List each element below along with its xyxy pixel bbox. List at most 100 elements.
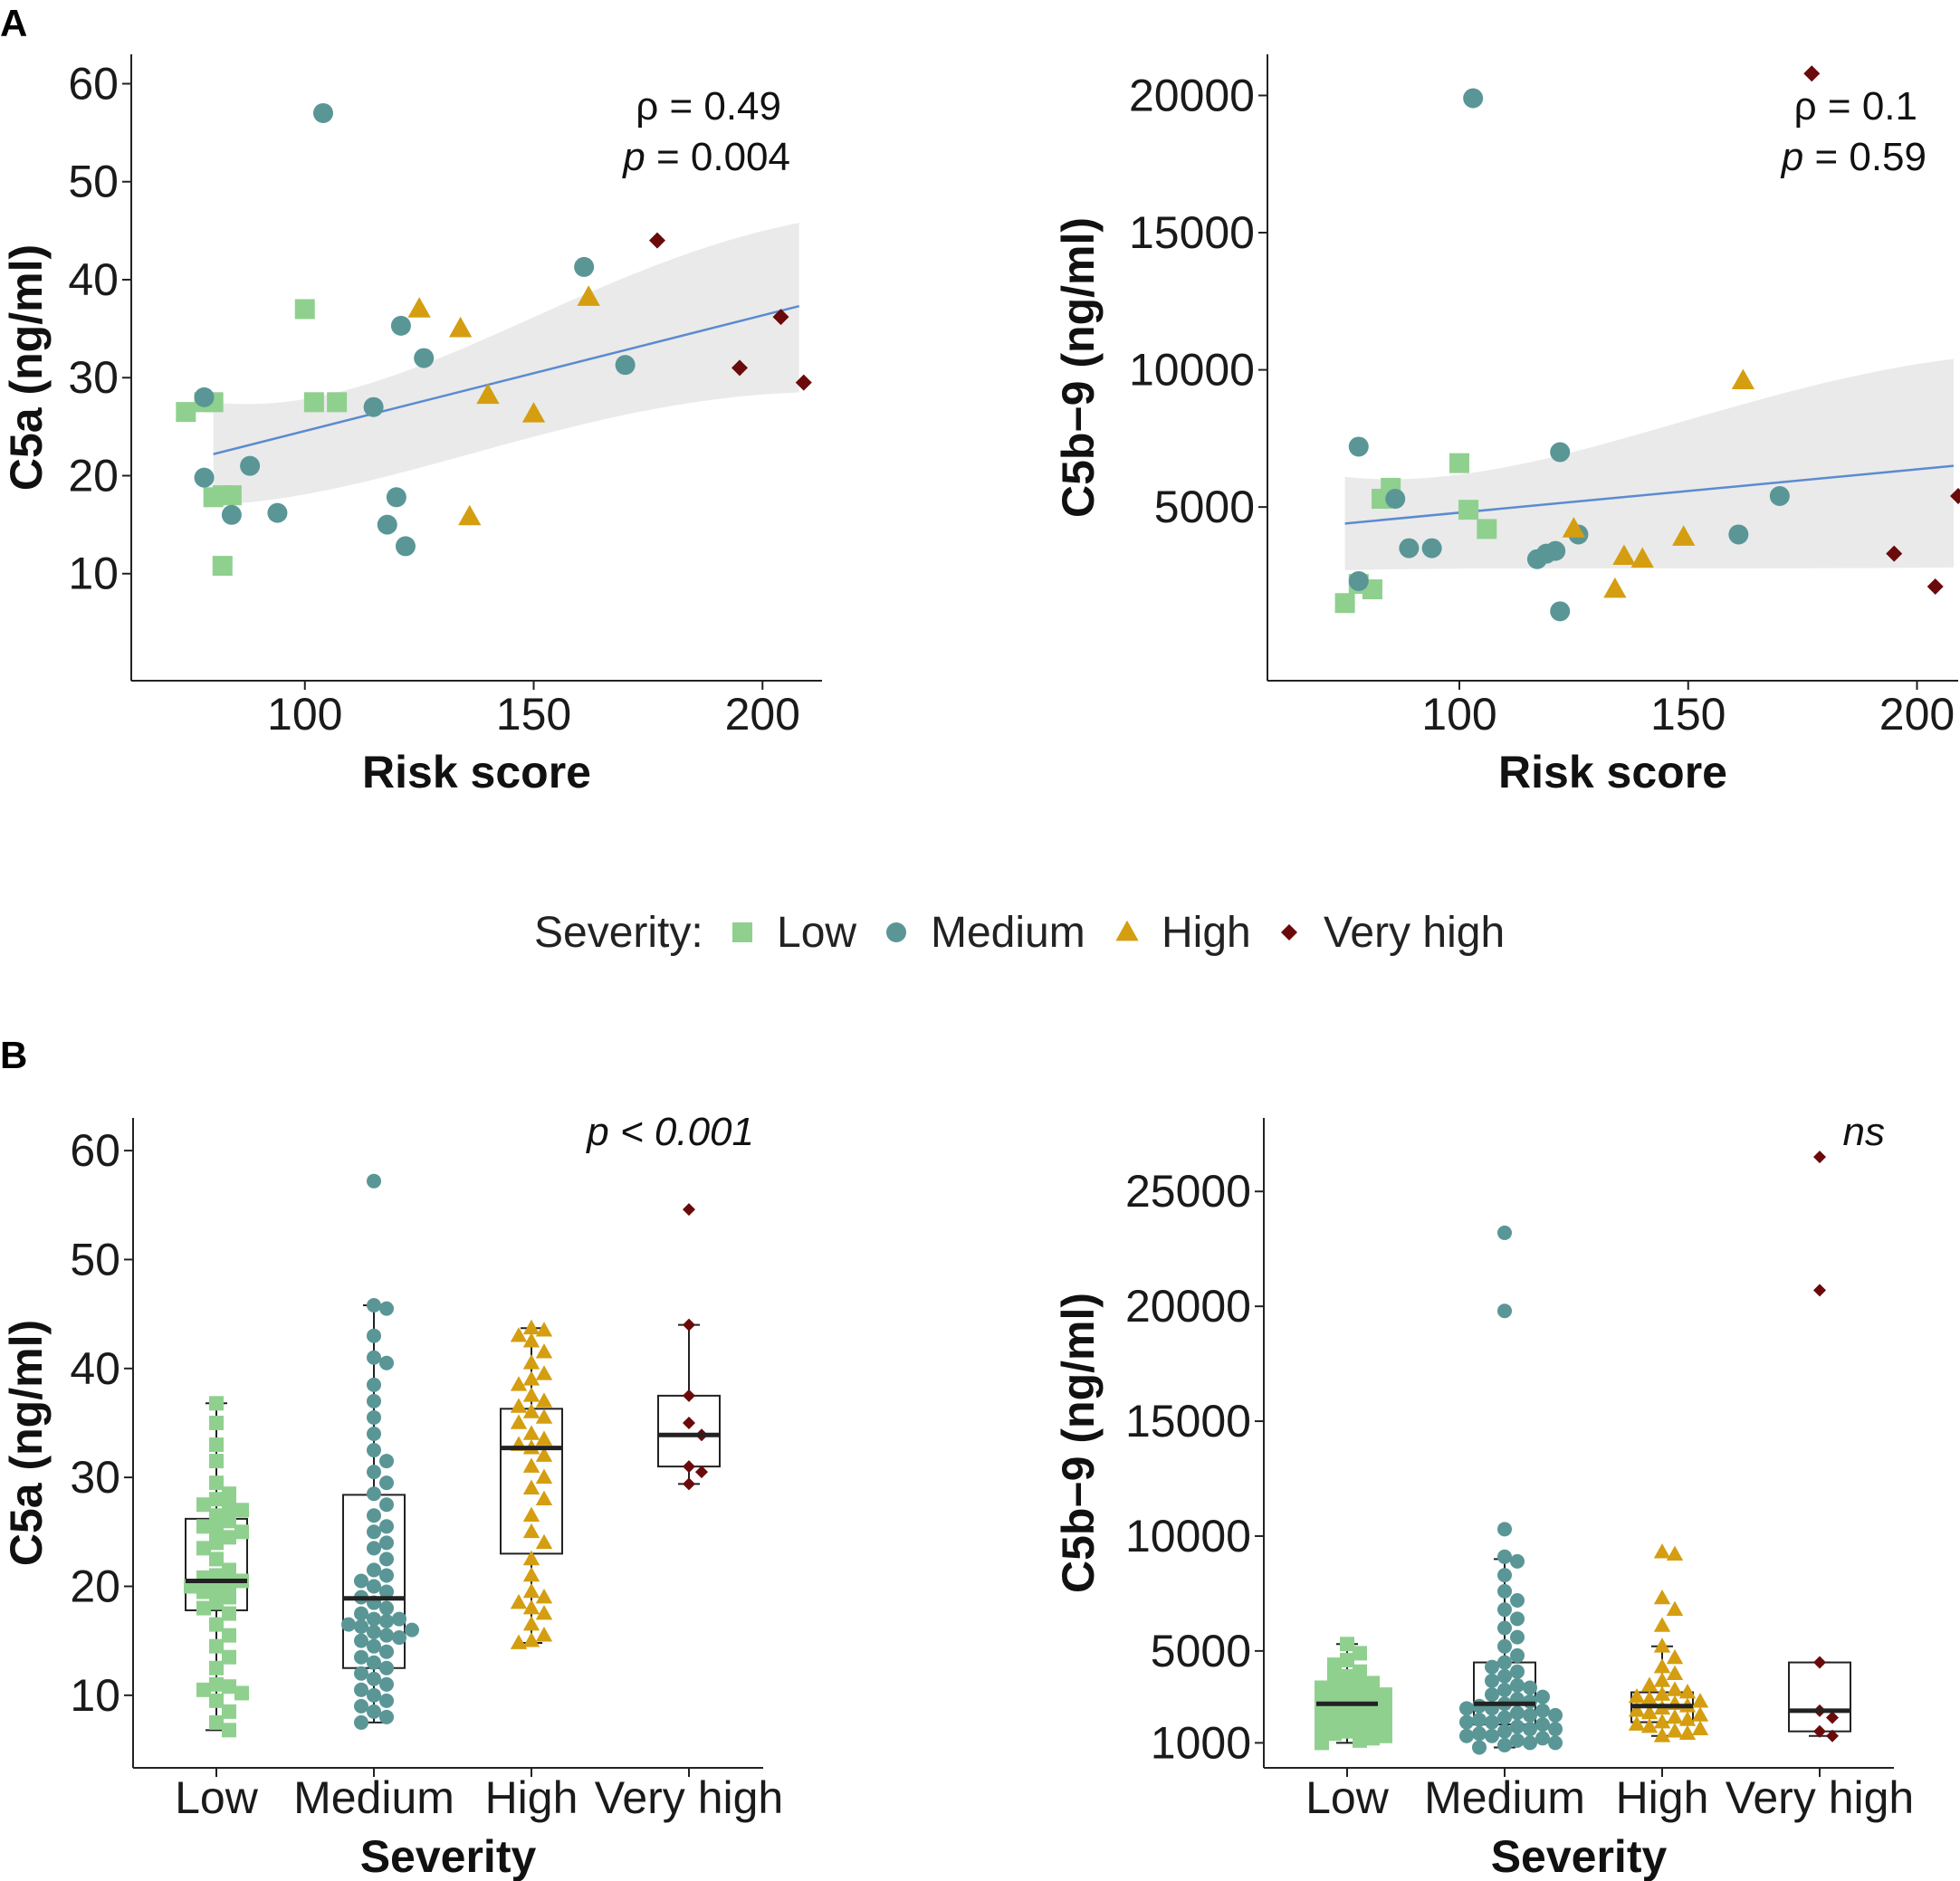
B1-very-high-point: [683, 1477, 695, 1491]
B1-medium-point: [367, 1541, 381, 1556]
B2-high-point: [1653, 1589, 1671, 1605]
B1-medium-point: [379, 1301, 394, 1316]
B1-low-point: [209, 1522, 224, 1537]
B2-medium-point: [1548, 1707, 1563, 1723]
B1-ytick-label: 20: [70, 1561, 120, 1611]
severity-legend: Severity: Low Medium High Very high: [534, 909, 1505, 957]
B2-low-point: [1327, 1713, 1342, 1728]
A1-xtick-label: 100: [267, 689, 342, 740]
B2-medium-point: [1497, 1723, 1512, 1739]
B1-high-point: [535, 1430, 553, 1446]
B2-very-high-point: [1813, 1151, 1826, 1164]
B1-high-point: [535, 1588, 553, 1604]
B1-low-point: [222, 1486, 236, 1502]
B1-medium-point: [367, 1508, 381, 1523]
B2-high-point: [1666, 1600, 1684, 1616]
B2-high-point: [1666, 1681, 1684, 1696]
chart-a2-c5b9-vs-risk: C5b−9 (ng/ml) Risk score 5000 10000 15000 200…: [1053, 54, 1960, 797]
B2-low-point: [1365, 1731, 1380, 1746]
B2-medium-point: [1510, 1593, 1525, 1609]
B1-medium-point: [379, 1454, 394, 1469]
B1-medium-point: [367, 1638, 381, 1654]
B1-high-point: [522, 1319, 540, 1335]
B1-low-point: [222, 1513, 236, 1529]
legend-title: Severity:: [534, 909, 703, 957]
B1-ytick-label: 40: [70, 1343, 120, 1394]
B1-medium-point: [354, 1714, 368, 1730]
B1-medium-point: [367, 1377, 381, 1392]
B1-medium-point: [379, 1644, 394, 1659]
B2-medium-point: [1497, 1303, 1512, 1319]
B2-medium-point: [1548, 1722, 1563, 1737]
B1-low-point: [209, 1660, 224, 1676]
A2-fit-line: [1344, 464, 1955, 525]
B1-medium-point: [392, 1611, 406, 1627]
B1-medium-point: [379, 1568, 394, 1583]
B1-low-point: [209, 1676, 224, 1692]
B2-medium-point: [1497, 1583, 1512, 1599]
B1-significance-annotation: p < 0.001: [585, 1110, 754, 1154]
B2-medium-point: [1497, 1668, 1512, 1684]
B2-low-point: [1378, 1728, 1392, 1743]
B2-low-point: [1353, 1664, 1367, 1679]
B1-high-point: [522, 1425, 540, 1440]
B1-low-point: [209, 1714, 224, 1730]
B2-very-high-point: [1826, 1729, 1839, 1743]
B1-low-point: [222, 1606, 236, 1621]
B2-medium-point: [1510, 1677, 1525, 1693]
B2-low-point: [1340, 1710, 1354, 1725]
B2-high-point: [1653, 1617, 1671, 1632]
B1-high-point: [510, 1398, 528, 1413]
A1-point-medium: [414, 348, 435, 368]
A2-point-high: [1731, 368, 1755, 390]
A1-xtick-label: 200: [725, 689, 800, 740]
B2-medium-point: [1510, 1664, 1525, 1679]
B1-low-point: [196, 1682, 211, 1697]
B1-medium-point: [367, 1409, 381, 1425]
B1-high-point: [522, 1582, 540, 1599]
B2-medium-point: [1497, 1620, 1512, 1636]
B1-high-point: [510, 1327, 528, 1342]
B2-medium-point: [1548, 1735, 1563, 1751]
B1-medium-point: [367, 1562, 381, 1578]
B1-ytick-label: 10: [70, 1670, 120, 1721]
A1-point-low: [327, 392, 348, 413]
B2-low-point: [1378, 1687, 1392, 1703]
B2-low-point: [1353, 1733, 1367, 1748]
B2-medium-point: [1472, 1713, 1487, 1728]
B1-low-point: [222, 1649, 236, 1665]
A2-point-medium: [1550, 442, 1571, 463]
B1-xtick-label: Low: [175, 1772, 259, 1823]
B2-low-point: [1340, 1637, 1354, 1652]
B1-high-point: [522, 1387, 540, 1402]
A2-ytick-label: 5000: [1154, 482, 1255, 532]
A2-ytick-label: 10000: [1129, 345, 1255, 396]
B1-high-point: [522, 1479, 540, 1494]
B1-medium-point: [354, 1606, 368, 1621]
legend-marker-high: [1115, 920, 1139, 941]
A2-point-very-high: [1927, 578, 1944, 596]
B2-high-point: [1691, 1720, 1709, 1735]
B1-medium-point: [379, 1693, 394, 1708]
A2-xtick-label: 200: [1879, 689, 1955, 740]
B2-low-point: [1327, 1685, 1342, 1700]
A2-point-very-high: [1803, 65, 1821, 82]
B1-high-point: [510, 1414, 528, 1429]
B2-low-point: [1340, 1723, 1354, 1739]
A1-point-low: [294, 299, 315, 320]
A1-p-symbol: p: [621, 135, 645, 179]
B2-medium-point: [1523, 1694, 1537, 1709]
B2-high-point: [1628, 1688, 1646, 1704]
B2-high-point: [1653, 1685, 1671, 1701]
A1-point-medium: [386, 487, 406, 508]
B1-medium-point: [367, 1579, 381, 1594]
A1-point-medium: [194, 467, 215, 488]
B2-medium-point: [1497, 1655, 1512, 1670]
B2-medium-point: [1497, 1568, 1512, 1583]
B2-medium-point: [1535, 1703, 1550, 1718]
chart-b2-c5b9-by-severity: C5b−9 (ng/ml) Severity 1000 5000 10000 15000 2…: [1053, 1110, 1914, 1881]
B2-low-point: [1315, 1722, 1329, 1737]
B2-xtick-label: Very high: [1726, 1772, 1914, 1823]
B1-medium-point: [367, 1687, 381, 1703]
A2-point-high: [1630, 547, 1654, 568]
